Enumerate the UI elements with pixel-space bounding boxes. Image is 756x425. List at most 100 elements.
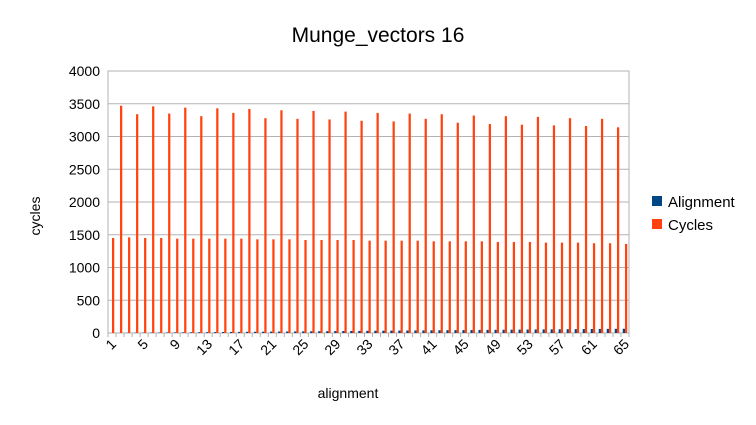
- bar-alignment: [502, 329, 505, 333]
- bar-alignment: [622, 328, 625, 333]
- bar-alignment: [518, 329, 521, 333]
- y-tick-label: 2000: [69, 194, 100, 210]
- bar-cycles: [128, 237, 131, 333]
- y-tick-label: 500: [77, 292, 101, 308]
- chart-title: Munge_vectors 16: [292, 24, 465, 47]
- x-tick-label: 17: [225, 336, 247, 358]
- x-axis-label: alignment: [318, 385, 379, 401]
- x-tick-label: 9: [166, 336, 183, 353]
- bar-alignment: [486, 329, 489, 333]
- legend-swatch-cycles: [652, 219, 662, 229]
- bar-alignment: [550, 329, 553, 333]
- bar-alignment: [606, 328, 609, 333]
- y-tick-label: 4000: [69, 63, 100, 79]
- bar-cycles: [200, 116, 203, 333]
- bar-alignment: [422, 330, 425, 333]
- y-axis-label: cycles: [27, 197, 43, 236]
- bar-alignment: [334, 331, 337, 333]
- bar-cycles: [256, 239, 259, 333]
- x-tick-label: 53: [514, 336, 536, 358]
- bar-cycles: [552, 125, 556, 334]
- bar-cycles: [320, 239, 323, 333]
- x-tick-label: 29: [321, 336, 343, 358]
- bar-alignment: [478, 329, 481, 333]
- bar-alignment: [286, 331, 289, 333]
- bar-cycles: [336, 239, 339, 333]
- bar-alignment: [302, 331, 305, 333]
- x-tick-label: 65: [610, 336, 632, 358]
- bar-cycles: [184, 107, 187, 334]
- bar-alignment: [590, 329, 593, 333]
- bar-cycles: [144, 238, 147, 333]
- bar-alignment: [454, 330, 457, 333]
- bar-cycles: [488, 124, 491, 333]
- bar-cycles: [584, 126, 588, 334]
- bar-cycles: [496, 241, 499, 333]
- bar-alignment: [326, 331, 329, 333]
- y-axis: 0 500 1000 1500 2000 2500 3000 3500 4000: [69, 63, 100, 341]
- bar-alignment: [534, 329, 537, 333]
- bar-alignment: [598, 328, 601, 333]
- x-tick-label: 61: [578, 336, 600, 358]
- bar-cycles: [592, 243, 596, 333]
- bar-cycles: [328, 119, 331, 333]
- bar-alignment: [294, 331, 297, 333]
- bar-alignment: [181, 332, 185, 333]
- bar-cycles: [160, 238, 163, 333]
- bar-alignment: [165, 332, 169, 333]
- bar-alignment: [542, 329, 545, 333]
- bar-alignment: [189, 332, 193, 333]
- bar-alignment: [406, 330, 409, 333]
- bar-alignment: [494, 329, 497, 333]
- x-tick-label: 25: [289, 336, 311, 358]
- x-tick-label: 41: [417, 336, 439, 358]
- x-axis: 1 5 9 13 17 21 25 29 33 37 41 45 49 53 57 61 65: [102, 333, 632, 358]
- bar-alignment: [318, 331, 321, 333]
- bar-cycles: [280, 110, 283, 333]
- bar-alignment: [430, 330, 433, 333]
- bar-alignment: [358, 330, 361, 333]
- bar-alignment: [342, 331, 345, 333]
- bar-cycles: [248, 108, 251, 334]
- bar-alignment: [510, 329, 513, 333]
- bar-alignment: [614, 328, 617, 333]
- bar-cycles: [456, 122, 459, 333]
- bar-alignment: [197, 332, 201, 333]
- bar-alignment: [254, 331, 257, 333]
- bar-alignment: [350, 330, 353, 333]
- bar-alignment: [374, 330, 377, 333]
- y-tick-label: 1500: [69, 227, 100, 243]
- bar-cycles: [416, 240, 419, 333]
- y-tick-label: 2500: [69, 161, 100, 177]
- bar-cycles: [432, 241, 435, 333]
- x-tick-label: 5: [134, 336, 151, 353]
- bar-cycles: [400, 240, 403, 333]
- bar-alignment: [238, 331, 241, 333]
- bar-alignment: [582, 329, 585, 333]
- bar-cycles: [224, 238, 227, 333]
- bar-alignment: [205, 332, 209, 333]
- bar-cycles: [392, 121, 395, 333]
- x-tick-label: 49: [482, 336, 504, 358]
- bar-cycles: [304, 239, 307, 333]
- bar-alignment: [446, 330, 449, 333]
- bar-alignment: [366, 330, 369, 333]
- legend-label-alignment: Alignment: [668, 194, 736, 211]
- bar-cycles: [560, 242, 564, 333]
- bar-alignment: [566, 329, 569, 333]
- bar-cycles: [264, 118, 267, 333]
- bar-cycles: [152, 106, 155, 334]
- bar-cycles: [480, 241, 483, 333]
- x-tick-label: 37: [385, 336, 407, 358]
- bar-cycles: [288, 239, 291, 333]
- bar-cycles: [600, 118, 604, 333]
- x-tick-label: 33: [353, 336, 375, 358]
- bar-cycles: [608, 243, 612, 333]
- bar-cycles: [296, 118, 299, 333]
- x-tick-label: 13: [193, 336, 215, 358]
- bar-cycles: [112, 238, 115, 333]
- bar-cycles: [512, 241, 516, 333]
- bar-cycles: [176, 238, 179, 333]
- x-tick-label: 45: [449, 336, 471, 358]
